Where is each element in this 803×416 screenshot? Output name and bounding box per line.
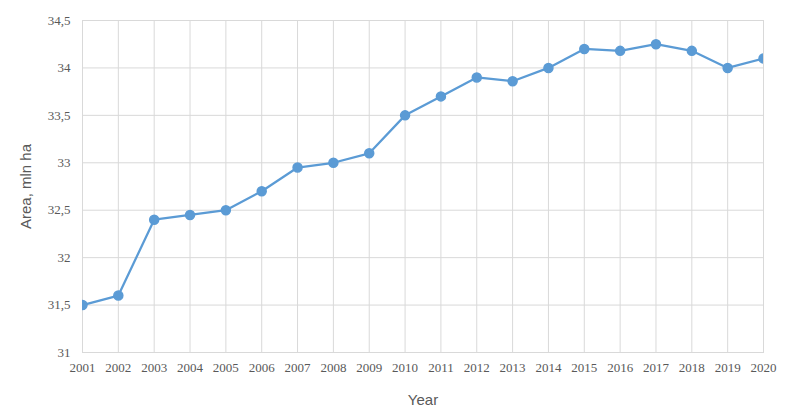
svg-text:2007: 2007 bbox=[285, 360, 312, 375]
svg-text:2014: 2014 bbox=[535, 360, 562, 375]
svg-text:Year: Year bbox=[408, 391, 438, 408]
svg-text:2015: 2015 bbox=[571, 360, 597, 375]
svg-text:2005: 2005 bbox=[213, 360, 239, 375]
svg-text:2018: 2018 bbox=[679, 360, 705, 375]
svg-text:2017: 2017 bbox=[643, 360, 670, 375]
svg-text:33: 33 bbox=[58, 155, 71, 170]
svg-text:2019: 2019 bbox=[715, 360, 741, 375]
svg-text:2010: 2010 bbox=[392, 360, 418, 375]
svg-text:2012: 2012 bbox=[464, 360, 490, 375]
svg-text:31,5: 31,5 bbox=[48, 297, 71, 312]
svg-text:2016: 2016 bbox=[607, 360, 634, 375]
svg-text:2003: 2003 bbox=[141, 360, 167, 375]
svg-text:2013: 2013 bbox=[500, 360, 526, 375]
svg-text:33,5: 33,5 bbox=[48, 108, 71, 123]
svg-text:34,5: 34,5 bbox=[48, 13, 71, 28]
svg-text:2006: 2006 bbox=[249, 360, 276, 375]
svg-text:2009: 2009 bbox=[356, 360, 382, 375]
svg-text:2011: 2011 bbox=[428, 360, 454, 375]
svg-text:2008: 2008 bbox=[320, 360, 346, 375]
svg-text:32: 32 bbox=[58, 250, 71, 265]
svg-text:2004: 2004 bbox=[177, 360, 204, 375]
svg-text:Area, mln ha: Area, mln ha bbox=[17, 143, 34, 229]
svg-text:31: 31 bbox=[58, 345, 71, 360]
svg-text:2002: 2002 bbox=[105, 360, 131, 375]
svg-text:32,5: 32,5 bbox=[48, 202, 71, 217]
svg-text:2001: 2001 bbox=[70, 360, 96, 375]
svg-text:34: 34 bbox=[58, 60, 72, 75]
svg-text:2020: 2020 bbox=[751, 360, 777, 375]
